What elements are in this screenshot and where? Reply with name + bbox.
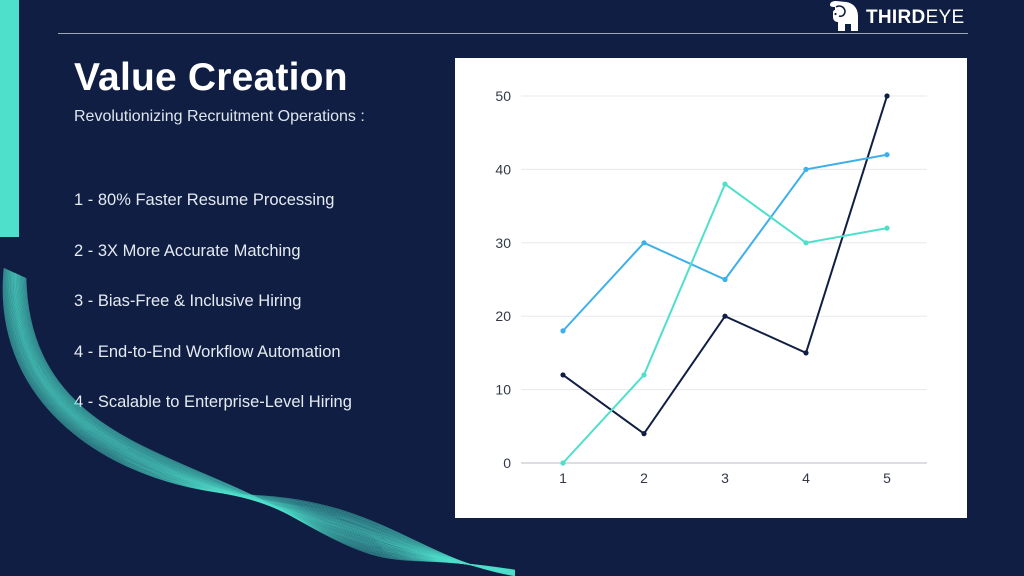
data-point xyxy=(722,276,728,283)
x-tick-label: 2 xyxy=(640,470,648,486)
data-point xyxy=(641,431,647,437)
wave-line xyxy=(21,276,516,572)
y-tick-label: 40 xyxy=(495,161,511,177)
line-chart: 0 10 20 30 40 50 1 2 3 4 5 xyxy=(495,88,927,486)
data-point xyxy=(884,93,890,99)
list-item: 4 - End-to-End Workflow Automation xyxy=(74,342,341,361)
data-point xyxy=(560,460,566,466)
chart-panel: 0 10 20 30 40 50 1 2 3 4 5 xyxy=(455,58,967,518)
data-point xyxy=(803,350,809,356)
elephant-logo-icon xyxy=(830,1,858,31)
x-tick-label: 3 xyxy=(721,470,729,486)
value-points-list: 1 - 80% Faster Resume Processing 2 - 3X … xyxy=(74,190,352,443)
top-divider xyxy=(58,33,968,34)
wave-line xyxy=(25,277,516,571)
brand-wordmark: THIRDEYE xyxy=(866,7,965,28)
y-tick-label: 0 xyxy=(503,455,511,471)
data-point xyxy=(803,166,809,172)
x-tick-label: 5 xyxy=(883,470,891,486)
brand-logo: THIRDEYE xyxy=(824,1,965,34)
y-tick-label: 20 xyxy=(495,308,511,324)
y-tick-label: 30 xyxy=(495,235,511,251)
data-point xyxy=(884,225,890,231)
data-point xyxy=(641,372,647,378)
data-point xyxy=(641,240,647,246)
wave-line xyxy=(21,275,516,572)
data-point xyxy=(722,313,728,319)
x-tick-label: 1 xyxy=(559,470,567,486)
series-line-1 xyxy=(562,95,888,436)
data-point xyxy=(560,372,566,378)
page-title: Value Creation xyxy=(74,56,348,99)
y-tick-label: 50 xyxy=(495,88,511,104)
decorative-wave-lines xyxy=(2,267,516,576)
data-point xyxy=(722,181,728,187)
y-tick-label: 10 xyxy=(495,382,511,398)
list-item: 4 - Scalable to Enterprise-Level Hiring xyxy=(74,393,352,411)
x-tick-label: 4 xyxy=(802,470,810,486)
data-point xyxy=(560,328,566,334)
page-subtitle: Revolutionizing Recruitment Operations : xyxy=(74,108,365,125)
series-line-3 xyxy=(562,182,888,464)
accent-bar xyxy=(0,0,19,237)
data-point xyxy=(884,152,890,158)
data-point xyxy=(803,240,809,246)
list-item: 3 - Bias-Free & Inclusive Hiring xyxy=(74,292,302,310)
list-item: 2 - 3X More Accurate Matching xyxy=(74,241,301,260)
list-item: 1 - 80% Faster Resume Processing xyxy=(74,191,335,209)
